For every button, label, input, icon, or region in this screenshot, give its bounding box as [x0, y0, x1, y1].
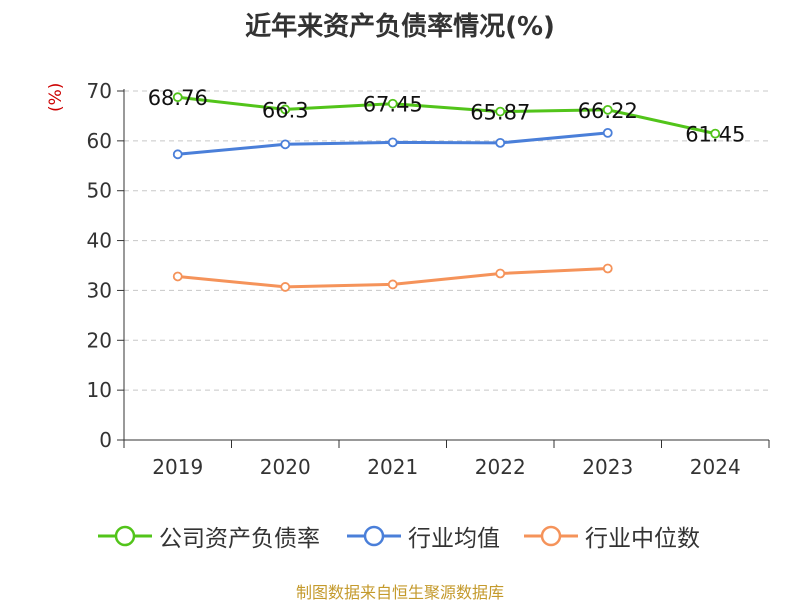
data-point	[495, 268, 506, 279]
data-point	[172, 149, 183, 160]
data-point	[495, 137, 506, 148]
x-tick-label: 2024	[690, 455, 741, 479]
y-tick-label: 70	[87, 79, 112, 103]
data-point	[387, 98, 398, 109]
x-tick-label: 2023	[582, 455, 633, 479]
x-tick-label: 2019	[152, 455, 203, 479]
data-point	[172, 92, 183, 103]
data-point	[280, 104, 291, 115]
y-tick-label: 20	[87, 328, 112, 352]
data-point	[710, 128, 721, 139]
data-label: 65.87	[470, 101, 530, 125]
legend-line-marker-icon	[524, 525, 578, 547]
data-label: 68.76	[148, 86, 208, 110]
y-tick-label: 0	[99, 428, 112, 452]
data-point	[495, 106, 506, 117]
line-chart: 0 10 20 30 40 50 60 70 2019 2020 2021 2022 2023 2024 6…	[87, 79, 770, 479]
y-tick-label: 10	[87, 378, 112, 402]
y-tick-label: 50	[87, 179, 112, 203]
series-line	[176, 95, 717, 136]
data-label: 67.45	[363, 93, 423, 117]
data-point	[172, 271, 183, 282]
legend-line-marker-icon	[347, 525, 401, 547]
legend-label: 行业均值	[408, 526, 500, 552]
data-point	[602, 127, 613, 138]
legend-item: 行业中位数	[523, 518, 700, 554]
data-point	[602, 263, 613, 274]
legend-line-marker-icon	[98, 525, 152, 547]
data-point	[280, 139, 291, 150]
data-point	[387, 137, 398, 148]
data-label: 66.3	[262, 98, 309, 122]
y-tick-label: 40	[87, 229, 112, 253]
y-tick-label: 60	[87, 129, 112, 153]
y-tick-label: 30	[87, 278, 112, 302]
legend-item: 行业均值	[346, 518, 500, 554]
data-label: 61.45	[685, 123, 745, 147]
data-source-note: 制图数据来自恒生聚源数据库	[295, 583, 504, 602]
legend-label: 行业中位数	[585, 526, 700, 552]
data-point	[602, 104, 613, 115]
x-tick-label: 2021	[367, 455, 418, 479]
legend-label: 公司资产负债率	[159, 526, 320, 552]
legend-item: 公司资产负债率	[97, 518, 320, 554]
data-label: 66.22	[578, 99, 638, 123]
chart-title: 近年来资产负债率情况(%)	[245, 12, 555, 42]
x-tick-label: 2020	[260, 455, 311, 479]
data-point	[387, 279, 398, 290]
data-point	[280, 282, 291, 292]
x-tick-label: 2022	[475, 455, 526, 479]
